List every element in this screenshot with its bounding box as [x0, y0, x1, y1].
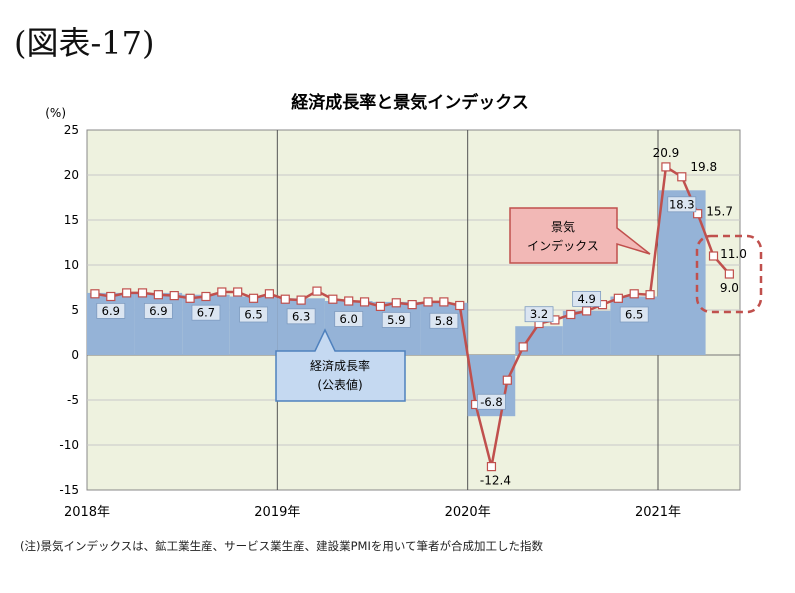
index-point	[645, 290, 655, 300]
gdp-value-label: 6.3	[292, 309, 310, 323]
index-point	[708, 251, 719, 261]
index-point	[391, 298, 401, 308]
index-point	[407, 300, 417, 310]
index-point	[169, 291, 179, 301]
gdp-label-box	[572, 290, 602, 307]
index-point	[359, 297, 370, 307]
gdp-label-box	[286, 308, 316, 325]
index-point	[344, 296, 354, 306]
gdp-bar	[229, 296, 278, 355]
y-axis-label: (%)	[45, 106, 66, 120]
index-point	[582, 306, 592, 316]
latest-values-highlight	[695, 234, 763, 314]
index-point	[122, 288, 132, 298]
index-point	[328, 294, 338, 304]
index-point	[264, 289, 275, 299]
x-tick-label: 2019年	[254, 505, 300, 520]
index-point	[296, 295, 306, 305]
gdp-label-box	[619, 306, 649, 323]
index-callout-line2: インデックス	[527, 238, 599, 253]
index-point	[677, 172, 687, 182]
index-point	[724, 269, 734, 279]
gdp-value-label: 6.5	[625, 308, 643, 322]
gdp-value-label: -6.8	[480, 395, 502, 409]
gdp-bar	[87, 292, 135, 355]
index-point	[201, 291, 211, 302]
y-tick-label: 10	[64, 258, 79, 272]
gdp-label-box	[191, 304, 221, 321]
y-tick-label: 15	[64, 213, 79, 227]
y-tick-label: -15	[59, 483, 79, 497]
index-point	[248, 293, 259, 303]
index-value-label: 15.7	[706, 205, 733, 219]
index-callout-line1: 景気	[551, 219, 575, 234]
index-point	[566, 309, 576, 320]
index-value-label: 9.0	[720, 281, 739, 295]
index-point	[233, 287, 243, 297]
x-tick-label: 2018年	[64, 505, 110, 520]
index-value-label: -12.4	[480, 474, 511, 488]
index-point	[280, 294, 290, 304]
gdp-label-box	[524, 306, 554, 323]
index-point	[502, 375, 512, 385]
index-point	[185, 293, 195, 303]
gdp-label-box	[477, 393, 506, 410]
y-tick-label: 5	[71, 303, 79, 317]
y-tick-label: -10	[59, 438, 79, 452]
index-value-label: 11.0	[720, 247, 747, 261]
gdp-value-label: 18.3	[669, 197, 695, 211]
index-point	[613, 293, 623, 303]
gdp-value-label: 6.5	[244, 308, 262, 322]
x-tick-label: 2021年	[635, 505, 681, 520]
index-point	[312, 286, 322, 296]
index-point	[153, 290, 163, 300]
gdp-label-box	[334, 311, 364, 327]
gdp-value-label: 6.7	[197, 306, 215, 320]
index-point	[486, 462, 497, 472]
index-point	[518, 342, 528, 352]
index-value-label: 20.9	[653, 146, 680, 160]
index-point	[423, 297, 433, 307]
chart-title: 経済成長率と景気インデックス	[291, 92, 529, 113]
gdp-label-box	[96, 302, 126, 319]
y-tick-label: 0	[71, 348, 79, 362]
index-point	[693, 209, 703, 219]
index-point	[375, 301, 386, 311]
footnote: (注)景気インデックスは、鉱工業生産、サービス業生産、建設業PMIを用いて筆者が…	[20, 539, 544, 553]
gdp-value-label: 3.2	[530, 307, 548, 321]
gdp-callout	[275, 328, 406, 402]
gdp-value-label: 5.8	[435, 314, 453, 328]
gdp-bar	[610, 296, 658, 355]
index-point	[661, 162, 671, 172]
gdp-value-label: 6.9	[102, 304, 120, 318]
gdp-bar	[182, 294, 230, 355]
y-tick-label: 20	[64, 168, 79, 182]
index-point	[455, 300, 465, 311]
gdp-label-box	[239, 306, 268, 323]
index-point	[106, 291, 116, 302]
index-value-label: 19.8	[690, 160, 717, 174]
index-point	[217, 287, 227, 297]
gdp-value-label: 6.9	[149, 304, 167, 318]
gdp-value-label: 6.0	[340, 312, 358, 326]
index-point	[439, 297, 449, 307]
y-tick-label: 25	[64, 123, 79, 137]
index-point	[90, 289, 100, 299]
figure-label: (図表-17)	[14, 24, 155, 62]
index-point	[629, 289, 639, 299]
x-tick-label: 2020年	[445, 505, 491, 520]
gdp-bar	[134, 292, 183, 355]
gdp-value-label: 4.9	[577, 292, 595, 306]
gdp-callout-line2: (公表値)	[317, 377, 362, 392]
gdp-label-box	[381, 311, 411, 328]
gdp-value-label: 5.9	[387, 313, 405, 327]
gdp-label-box	[429, 312, 459, 329]
gdp-label-box	[667, 196, 697, 213]
index-callout	[509, 207, 651, 264]
gdp-label-box	[143, 302, 173, 319]
y-tick-label: -5	[67, 393, 79, 407]
gdp-callout-line1: 経済成長率	[310, 358, 370, 373]
index-point	[137, 288, 148, 298]
